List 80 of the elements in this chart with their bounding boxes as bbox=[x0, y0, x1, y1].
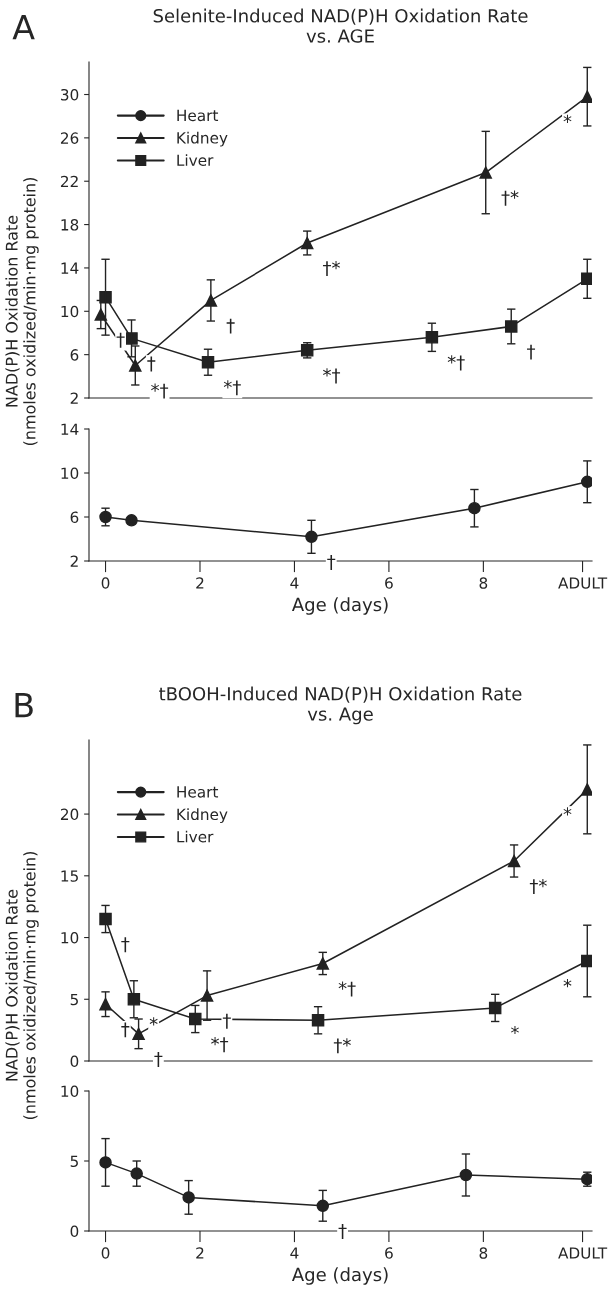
annotation: † bbox=[147, 356, 156, 372]
y-tick-label: 10 bbox=[61, 305, 79, 318]
x-tick-label: 4 bbox=[290, 1247, 299, 1259]
annotation: *† bbox=[447, 355, 465, 371]
x-tick-label: 6 bbox=[385, 577, 393, 589]
x-tick-label: 8 bbox=[479, 577, 488, 589]
y-tick-label: 5 bbox=[70, 1155, 78, 1168]
y-tick-label: 10 bbox=[61, 467, 79, 480]
x-tick-label: 8 bbox=[479, 1247, 488, 1259]
annotation: * bbox=[149, 1017, 158, 1026]
annotation: † bbox=[527, 344, 536, 360]
point bbox=[504, 320, 518, 333]
y-tick-label: 15 bbox=[61, 870, 78, 882]
point bbox=[99, 912, 112, 926]
x-tick-label: 6 bbox=[385, 1247, 393, 1259]
legend-label: Kidney bbox=[177, 808, 228, 824]
annotation: † bbox=[121, 1022, 130, 1038]
annotation: *† bbox=[223, 380, 241, 396]
text: B bbox=[15, 693, 33, 718]
x-axis-title: Age (days) bbox=[291, 597, 388, 615]
annotation: † bbox=[154, 1052, 163, 1067]
y-tick-label: 18 bbox=[61, 219, 79, 231]
y-tick-label: 10 bbox=[61, 932, 79, 944]
x-tick-label: 4 bbox=[290, 577, 299, 589]
annotation: † bbox=[338, 1224, 347, 1239]
x-axis-title: Age (days) bbox=[291, 1267, 388, 1285]
annotation: † bbox=[226, 318, 235, 334]
y-tick-label: 10 bbox=[61, 1085, 79, 1098]
y-tick-label: 20 bbox=[60, 808, 79, 821]
y-tick-label: 2 bbox=[70, 392, 78, 404]
legend-label: Heart bbox=[177, 786, 219, 798]
text: A bbox=[12, 15, 35, 40]
legend-label: Kidney bbox=[177, 131, 228, 147]
y-tick-label: 5 bbox=[70, 993, 78, 1006]
point bbox=[479, 166, 492, 179]
y-axis-title: NAD(P)H Oxidation Rate (nmoles oxidized/min·mg protein) bbox=[5, 177, 39, 446]
legend-label: Heart bbox=[177, 109, 219, 122]
legend-label: Liver bbox=[177, 154, 214, 167]
y-tick-label: 0 bbox=[70, 1225, 79, 1238]
point bbox=[129, 359, 142, 372]
chart-title: tBOOH-Induced NAD(P)H Oxidation Rate vs. Age bbox=[159, 686, 522, 725]
annotation: *† bbox=[323, 368, 341, 384]
point bbox=[581, 475, 592, 489]
y-tick-label: 26 bbox=[60, 132, 79, 144]
annotation: * bbox=[563, 807, 572, 816]
point bbox=[189, 1012, 202, 1026]
annotation: †* bbox=[529, 878, 547, 895]
y-tick-label: 14 bbox=[61, 262, 79, 274]
annotation: † bbox=[222, 1013, 231, 1029]
annotation: *† bbox=[338, 981, 356, 997]
y-tick-label: 6 bbox=[70, 511, 79, 524]
x-tick-label: ADULT bbox=[558, 577, 608, 589]
legend-label: Liver bbox=[177, 830, 214, 843]
x-tick-label: 0 bbox=[101, 577, 110, 589]
y-tick-label: 14 bbox=[61, 423, 79, 435]
annotation: † bbox=[327, 555, 336, 570]
point bbox=[99, 290, 112, 304]
chart-title: Selenite-Induced NAD(P)H Oxidation Rate vs. AGE bbox=[153, 8, 528, 43]
annotation: †* bbox=[501, 190, 519, 206]
y-tick-label: 30 bbox=[61, 88, 79, 101]
point bbox=[316, 957, 330, 970]
y-tick-label: 2 bbox=[70, 555, 78, 567]
annotation: † bbox=[121, 937, 130, 953]
annotation: * bbox=[563, 978, 572, 988]
y-tick-label: 6 bbox=[70, 349, 79, 361]
annotation: *† bbox=[211, 1036, 229, 1053]
x-tick-label: 2 bbox=[196, 1247, 204, 1259]
annotation: †* bbox=[333, 1038, 351, 1054]
y-tick-label: 22 bbox=[60, 175, 78, 188]
point bbox=[125, 332, 138, 345]
x-tick-label: 0 bbox=[101, 1247, 110, 1259]
annotation: †* bbox=[322, 260, 340, 277]
annotation: *† bbox=[151, 383, 169, 399]
y-tick-label: 0 bbox=[70, 1055, 79, 1068]
x-tick-label: ADULT bbox=[558, 1247, 608, 1259]
annotation: * bbox=[511, 1025, 519, 1035]
annotation: * bbox=[563, 114, 572, 123]
annotation: † bbox=[116, 332, 125, 348]
x-tick-label: 2 bbox=[196, 577, 204, 589]
y-axis-title: NAD(P)H Oxidation Rate (nmoles oxidized/min·mg protein) bbox=[5, 851, 39, 1120]
